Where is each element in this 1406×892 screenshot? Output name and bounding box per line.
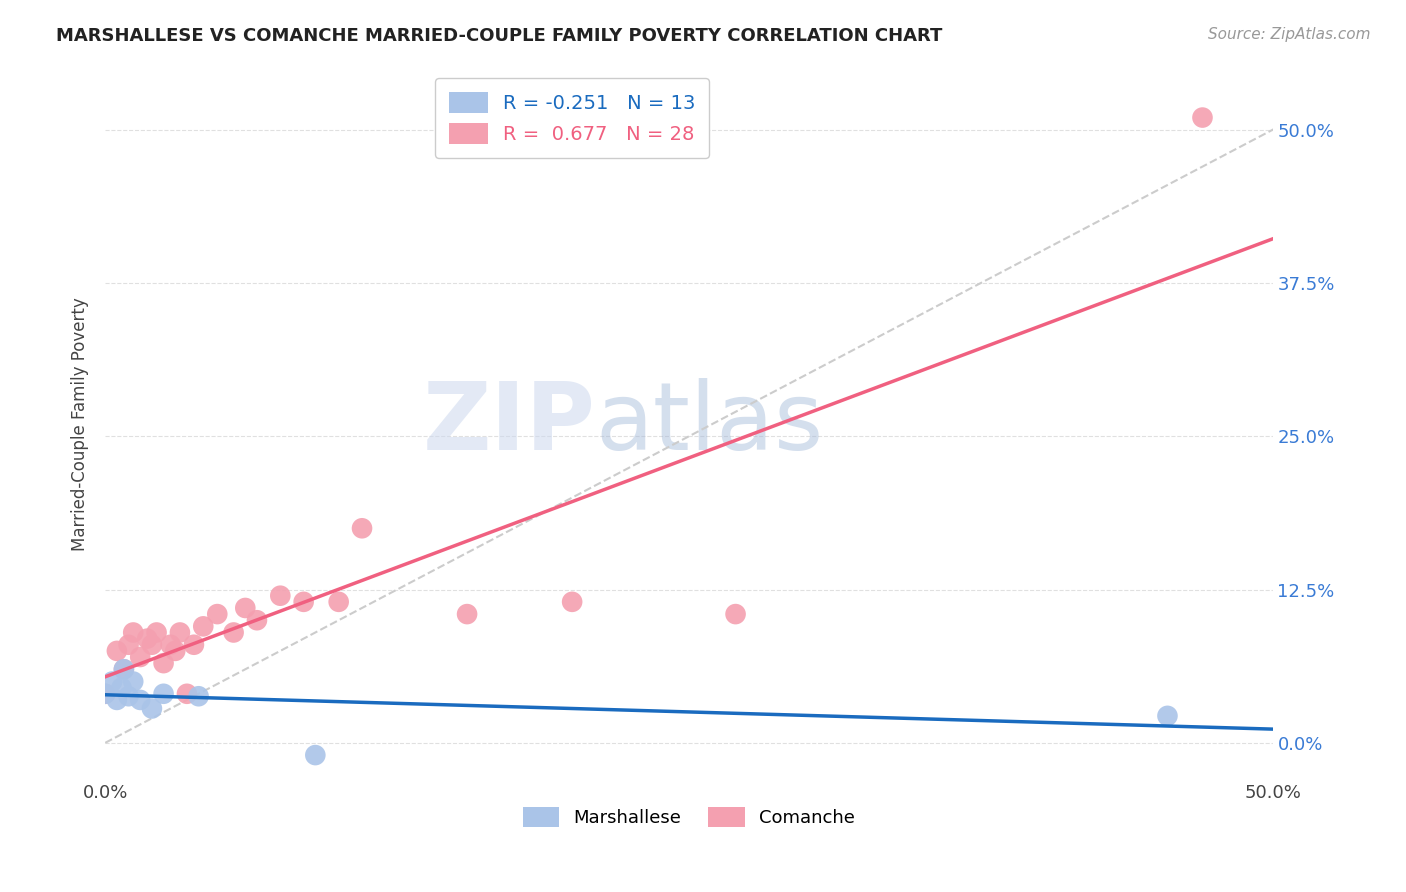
Text: MARSHALLESE VS COMANCHE MARRIED-COUPLE FAMILY POVERTY CORRELATION CHART: MARSHALLESE VS COMANCHE MARRIED-COUPLE F… — [56, 27, 942, 45]
Y-axis label: Married-Couple Family Poverty: Married-Couple Family Poverty — [72, 297, 89, 551]
Point — [1156, 709, 1178, 723]
Point — [94, 687, 117, 701]
Text: ZIP: ZIP — [423, 378, 596, 470]
Point — [207, 607, 229, 621]
Point — [724, 607, 747, 621]
Point — [304, 748, 326, 763]
Point — [350, 521, 373, 535]
Point — [561, 595, 583, 609]
Point — [94, 687, 117, 701]
Point — [122, 674, 145, 689]
Point — [176, 687, 198, 701]
Text: atlas: atlas — [596, 378, 824, 470]
Point — [122, 625, 145, 640]
Point — [101, 674, 124, 689]
Point — [159, 638, 181, 652]
Point — [187, 690, 209, 704]
Text: Source: ZipAtlas.com: Source: ZipAtlas.com — [1208, 27, 1371, 42]
Point — [169, 625, 191, 640]
Point — [105, 693, 128, 707]
Point — [112, 662, 135, 676]
Point — [246, 613, 269, 627]
Point — [141, 638, 163, 652]
Point — [269, 589, 291, 603]
Point — [183, 638, 205, 652]
Point — [105, 644, 128, 658]
Point — [193, 619, 215, 633]
Point — [145, 625, 167, 640]
Point — [456, 607, 478, 621]
Point — [222, 625, 245, 640]
Legend: Marshallese, Comanche: Marshallese, Comanche — [516, 800, 862, 835]
Point — [233, 601, 256, 615]
Point — [165, 644, 187, 658]
Point — [152, 687, 174, 701]
Point — [136, 632, 159, 646]
Point — [110, 681, 132, 695]
Point — [117, 690, 139, 704]
Point — [129, 650, 152, 665]
Point — [328, 595, 350, 609]
Point — [292, 595, 315, 609]
Point — [117, 638, 139, 652]
Point — [152, 656, 174, 670]
Point — [141, 701, 163, 715]
Point — [1191, 111, 1213, 125]
Point — [112, 662, 135, 676]
Point — [129, 693, 152, 707]
